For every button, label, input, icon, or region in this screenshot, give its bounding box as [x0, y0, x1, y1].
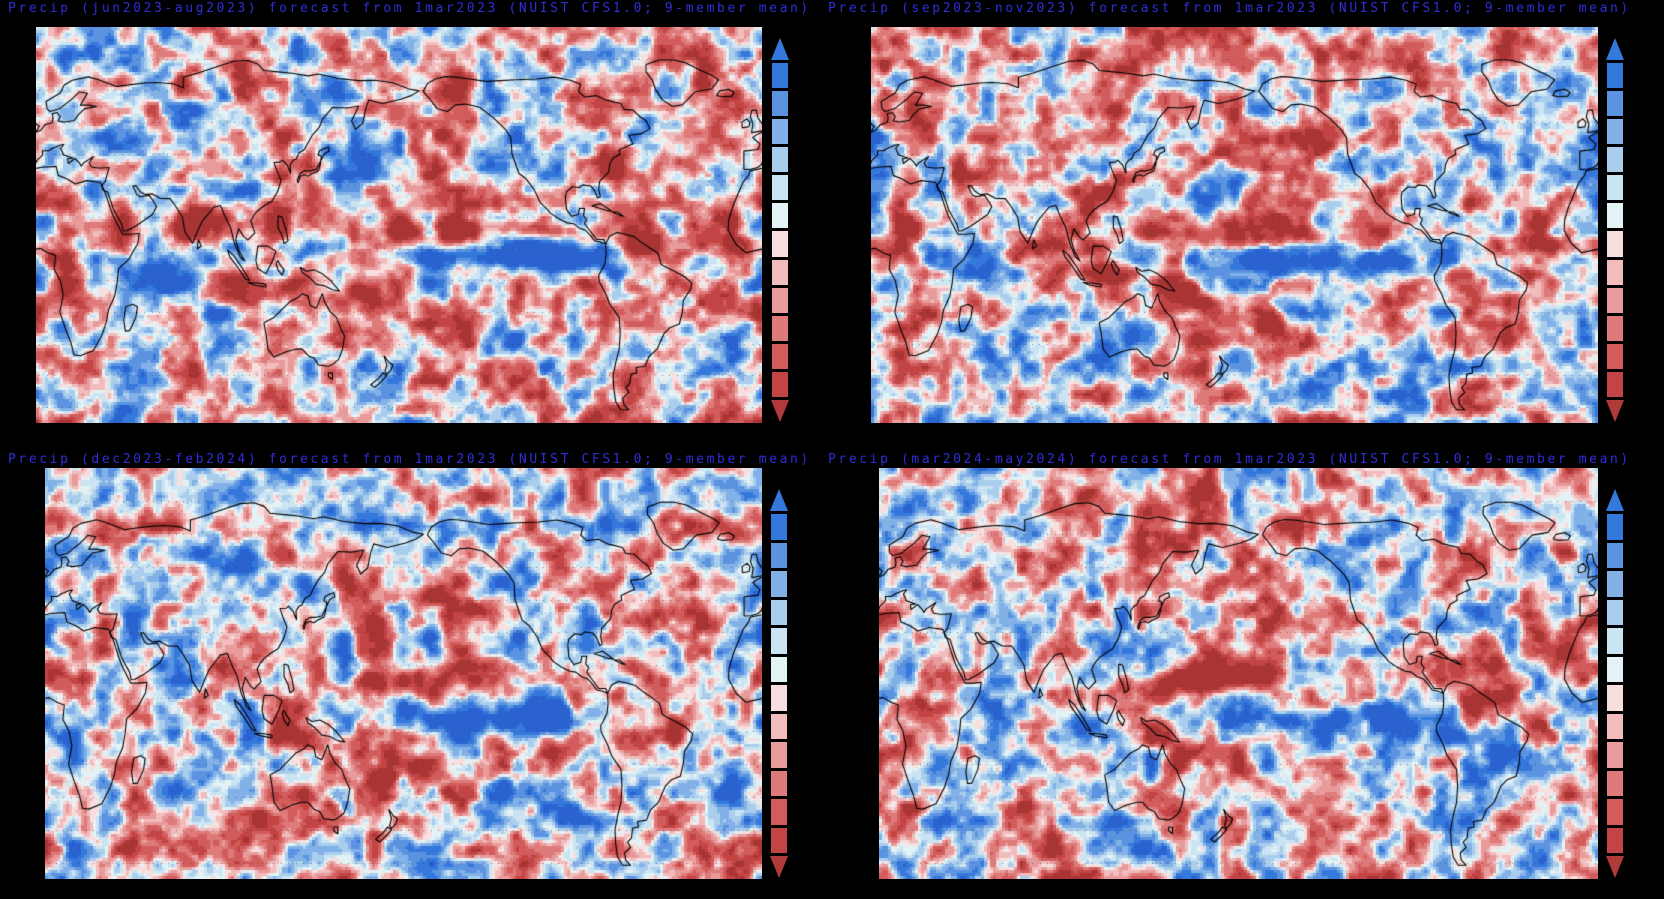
- colorbar-mam2024: [1606, 489, 1624, 878]
- colorbar-top-arrow: [1606, 38, 1624, 60]
- colorbar-segment: [1607, 685, 1623, 711]
- world-map-djf2023: [45, 468, 762, 879]
- colorbar-segment: [771, 542, 787, 568]
- colorbar-segment: [772, 231, 788, 257]
- colorbar-segment: [772, 343, 788, 369]
- colorbar-segment: [1607, 91, 1623, 117]
- colorbar-top-arrow: [1606, 489, 1624, 511]
- colorbar-segment: [1607, 599, 1623, 625]
- colorbar-segment: [1607, 713, 1623, 739]
- panel-title-jja2023: Precip (jun2023-aug2023) forecast from 1…: [8, 1, 811, 16]
- colorbar-segment: [1607, 742, 1623, 768]
- colorbar-bottom-arrow: [770, 856, 788, 878]
- panel-title-son2023: Precip (sep2023-nov2023) forecast from 1…: [828, 1, 1631, 16]
- world-map-son2023: [871, 27, 1598, 423]
- colorbar-segment: [772, 259, 788, 285]
- colorbar-segment: [1607, 827, 1623, 853]
- colorbar-top-arrow: [771, 38, 789, 60]
- colorbar-segment: [772, 147, 788, 173]
- colorbar-djf2023: [770, 489, 788, 878]
- colorbar-segment: [771, 599, 787, 625]
- panel-title-djf2023: Precip (dec2023-feb2024) forecast from 1…: [8, 452, 811, 467]
- colorbar-segment: [771, 514, 787, 540]
- colorbar-segment: [771, 799, 787, 825]
- colorbar-segment: [772, 371, 788, 397]
- colorbar-segment: [1607, 203, 1623, 229]
- colorbar-segment: [772, 119, 788, 145]
- colorbar-segment: [1607, 231, 1623, 257]
- colorbar-top-arrow: [770, 489, 788, 511]
- panel-title-mam2024: Precip (mar2024-may2024) forecast from 1…: [828, 452, 1631, 467]
- colorbar-segment: [1607, 315, 1623, 341]
- colorbar-segment: [1607, 371, 1623, 397]
- colorbar-segment: [771, 713, 787, 739]
- colorbar-segment: [1607, 147, 1623, 173]
- colorbar-segment: [1607, 656, 1623, 682]
- colorbar-segment: [1607, 542, 1623, 568]
- colorbar-bottom-arrow: [1606, 399, 1624, 422]
- colorbar-segment: [1607, 119, 1623, 145]
- colorbar-segment: [772, 63, 788, 89]
- colorbar-segment: [1607, 770, 1623, 796]
- colorbar-segment: [772, 175, 788, 201]
- colorbar-segment: [1607, 628, 1623, 654]
- colorbar-segment: [1607, 63, 1623, 89]
- colorbar-segment: [771, 571, 787, 597]
- colorbar-segment: [771, 742, 787, 768]
- colorbar-segment: [1607, 287, 1623, 313]
- colorbar-segment: [1607, 175, 1623, 201]
- colorbar-jja2023: [771, 38, 789, 422]
- colorbar-bottom-arrow: [771, 399, 789, 422]
- colorbar-segment: [1607, 514, 1623, 540]
- colorbar-segment: [771, 685, 787, 711]
- colorbar-bottom-arrow: [1606, 856, 1624, 878]
- colorbar-segment: [1607, 799, 1623, 825]
- colorbar-segment: [771, 827, 787, 853]
- colorbar-son2023: [1606, 38, 1624, 422]
- colorbar-segment: [1607, 571, 1623, 597]
- colorbar-segment: [772, 287, 788, 313]
- colorbar-segment: [771, 656, 787, 682]
- colorbar-segment: [772, 203, 788, 229]
- world-map-mam2024: [879, 468, 1598, 879]
- colorbar-segment: [772, 91, 788, 117]
- colorbar-segment: [771, 628, 787, 654]
- colorbar-segment: [1607, 343, 1623, 369]
- colorbar-segment: [771, 770, 787, 796]
- colorbar-segment: [772, 315, 788, 341]
- world-map-jja2023: [36, 27, 762, 423]
- colorbar-segment: [1607, 259, 1623, 285]
